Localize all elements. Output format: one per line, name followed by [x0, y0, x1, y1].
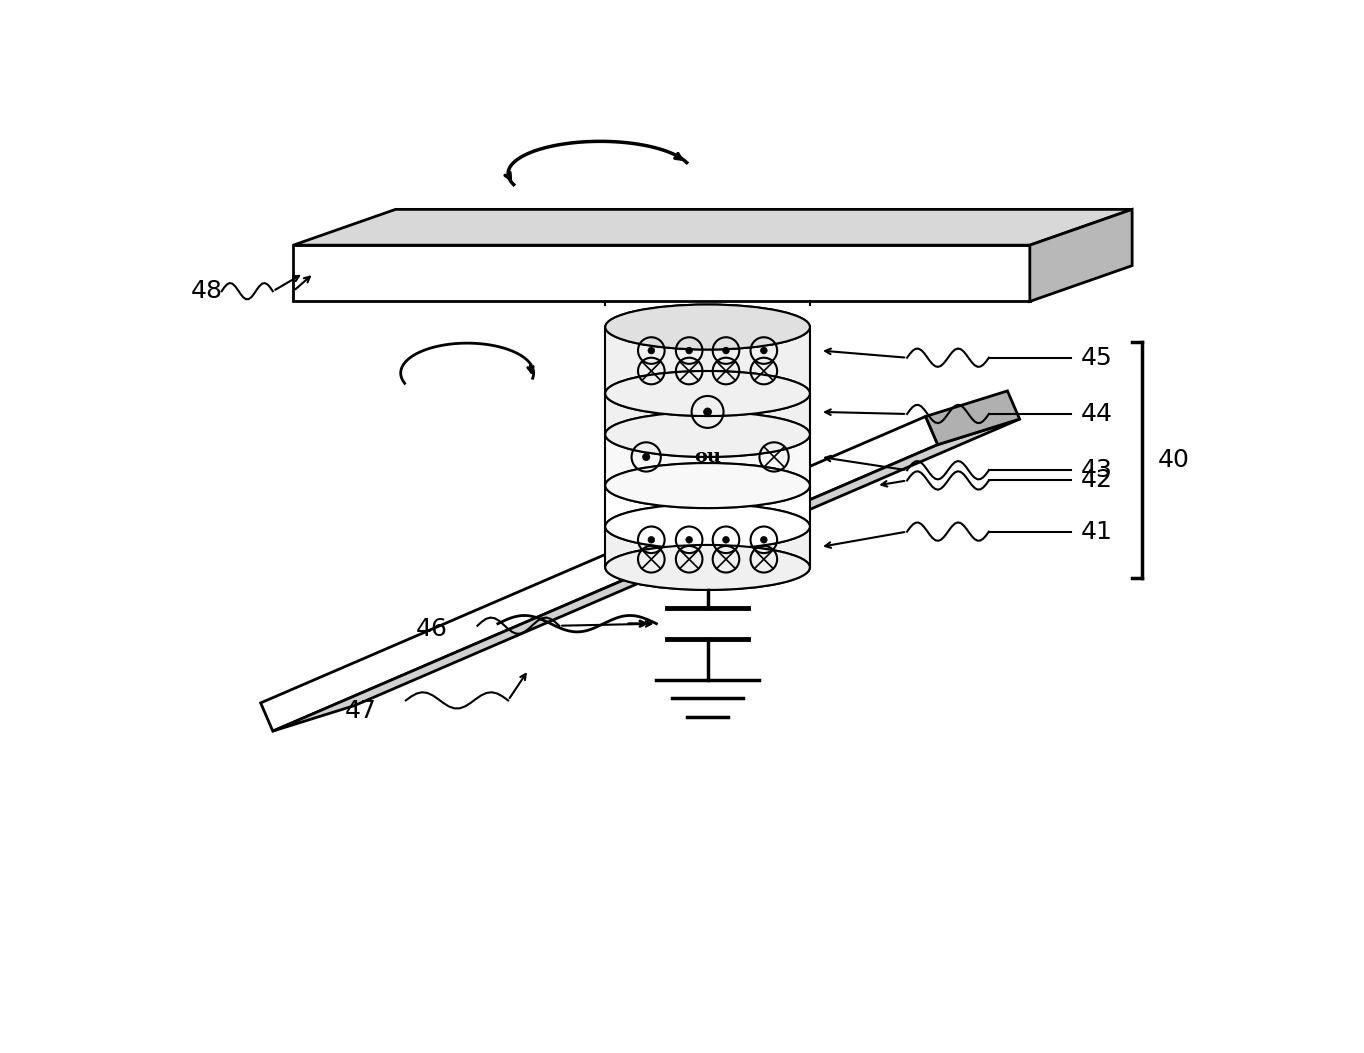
Ellipse shape — [606, 412, 810, 457]
Ellipse shape — [606, 504, 810, 549]
Circle shape — [761, 536, 767, 543]
Text: 45: 45 — [1080, 345, 1113, 370]
Ellipse shape — [606, 463, 810, 509]
Ellipse shape — [606, 544, 810, 590]
Polygon shape — [273, 419, 1019, 731]
Circle shape — [686, 347, 693, 354]
Text: 42: 42 — [1080, 469, 1113, 493]
Polygon shape — [926, 391, 1019, 444]
Circle shape — [686, 536, 693, 543]
Polygon shape — [606, 526, 810, 568]
Circle shape — [648, 347, 655, 354]
Text: 46: 46 — [416, 617, 447, 641]
Text: ou: ou — [694, 448, 722, 465]
Text: 41: 41 — [1080, 519, 1113, 543]
Polygon shape — [606, 485, 810, 526]
Ellipse shape — [606, 412, 810, 457]
Circle shape — [723, 536, 730, 543]
Polygon shape — [261, 417, 938, 731]
Ellipse shape — [606, 463, 810, 509]
Polygon shape — [606, 327, 810, 394]
Ellipse shape — [606, 544, 810, 590]
Ellipse shape — [606, 504, 810, 549]
Polygon shape — [293, 245, 1030, 301]
Text: 40: 40 — [1158, 448, 1189, 472]
Circle shape — [723, 347, 730, 354]
Ellipse shape — [606, 304, 810, 350]
Circle shape — [704, 408, 712, 416]
Ellipse shape — [606, 371, 810, 416]
Polygon shape — [293, 210, 1132, 245]
Ellipse shape — [606, 304, 810, 350]
Ellipse shape — [606, 371, 810, 416]
Text: 44: 44 — [1080, 402, 1113, 426]
Circle shape — [648, 536, 655, 543]
Circle shape — [642, 453, 649, 460]
Polygon shape — [606, 394, 810, 435]
Text: 47: 47 — [344, 698, 376, 722]
Circle shape — [761, 347, 767, 354]
Text: 43: 43 — [1080, 458, 1113, 482]
Polygon shape — [606, 435, 810, 485]
Polygon shape — [1030, 210, 1132, 301]
Text: 48: 48 — [191, 279, 222, 303]
